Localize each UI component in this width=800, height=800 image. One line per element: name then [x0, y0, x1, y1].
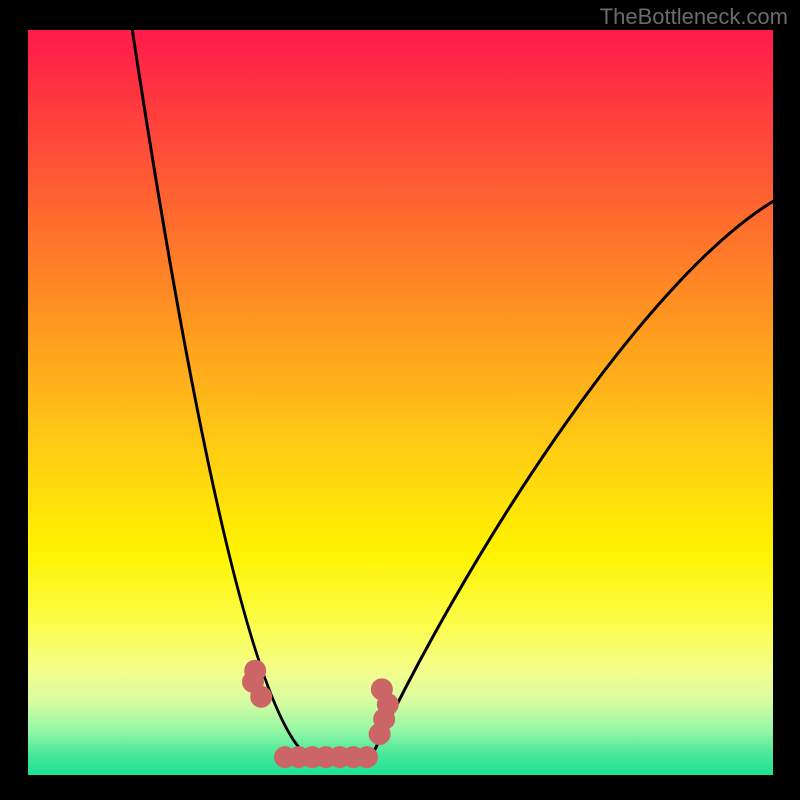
- plot-area: [28, 30, 773, 775]
- marker-dot: [356, 746, 378, 768]
- watermark: TheBottleneck.com: [600, 4, 788, 30]
- bottleneck-chart: [0, 0, 800, 800]
- marker-dot: [250, 686, 272, 708]
- marker-dot: [369, 723, 391, 745]
